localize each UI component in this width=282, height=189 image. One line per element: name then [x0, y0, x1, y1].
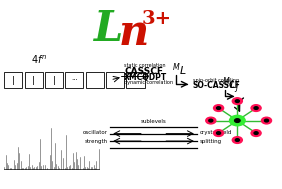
- Circle shape: [235, 139, 239, 141]
- Text: dynamic correlation: dynamic correlation: [124, 80, 173, 85]
- Text: |: |: [52, 76, 56, 84]
- Circle shape: [254, 132, 258, 134]
- Text: |: |: [32, 76, 35, 84]
- Text: spin-orbit coupling: spin-orbit coupling: [193, 78, 239, 83]
- Text: oscillator: oscillator: [83, 130, 107, 135]
- Bar: [4, 72, 22, 88]
- Text: XMCQDPT: XMCQDPT: [124, 73, 168, 82]
- Bar: [65, 72, 83, 88]
- Bar: [86, 72, 104, 88]
- Bar: [106, 72, 124, 88]
- Text: $^ML$: $^ML$: [172, 61, 186, 78]
- Text: crystal-field: crystal-field: [200, 130, 232, 135]
- Circle shape: [213, 105, 224, 111]
- Bar: [25, 72, 43, 88]
- Bar: [127, 72, 145, 88]
- Circle shape: [217, 132, 221, 134]
- Text: ···: ···: [71, 77, 78, 83]
- Circle shape: [209, 119, 213, 122]
- Circle shape: [265, 119, 268, 122]
- Text: CASSCF: CASSCF: [124, 67, 163, 76]
- Circle shape: [213, 130, 224, 136]
- Text: n: n: [119, 12, 149, 54]
- Text: L: L: [94, 8, 124, 50]
- Text: $4f^n$: $4f^n$: [31, 54, 47, 66]
- Circle shape: [206, 117, 216, 124]
- Circle shape: [251, 105, 261, 111]
- Text: static correlation: static correlation: [124, 63, 166, 68]
- Circle shape: [235, 100, 239, 102]
- Text: 3+: 3+: [141, 10, 171, 28]
- Circle shape: [232, 98, 242, 105]
- Circle shape: [261, 117, 272, 124]
- Text: |: |: [12, 76, 15, 84]
- Circle shape: [254, 107, 258, 109]
- Text: strength: strength: [84, 139, 107, 144]
- Circle shape: [235, 119, 240, 122]
- Text: $^ML_J$: $^ML_J$: [222, 75, 239, 96]
- Circle shape: [232, 137, 242, 143]
- Bar: [45, 72, 63, 88]
- Circle shape: [217, 107, 221, 109]
- Circle shape: [230, 115, 245, 126]
- Text: splitting: splitting: [200, 139, 222, 144]
- Text: sublevels: sublevels: [141, 119, 166, 124]
- Text: SO-CASSCF: SO-CASSCF: [193, 81, 241, 90]
- Circle shape: [251, 130, 261, 136]
